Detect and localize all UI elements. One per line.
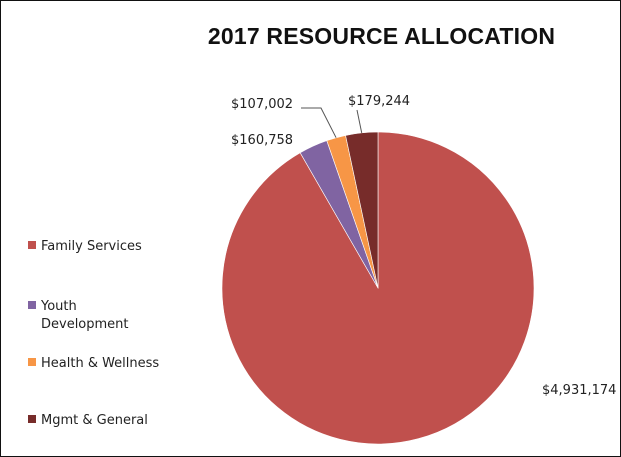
legend-item-youth-development: Youth Development <box>28 299 129 332</box>
data-label-mgmt-general: $179,244 <box>348 94 410 109</box>
data-label-youth-development: $160,758 <box>231 133 293 148</box>
legend-label: Development <box>41 317 129 332</box>
legend: Family Services Youth Development Health & … <box>28 239 159 428</box>
pie-slice-family-services <box>221 131 535 445</box>
data-label-health-wellness: $107,002 <box>231 97 293 112</box>
data-labels: $4,931,174 $160,758 $107,002 $179,244 <box>231 94 616 398</box>
leader-lines <box>301 107 363 138</box>
chart-title: 2017 RESOURCE ALLOCATION <box>207 23 556 49</box>
legend-item-mgmt-general: Mgmt & General <box>28 413 148 428</box>
legend-label: Mgmt & General <box>41 413 148 428</box>
data-label-family-services: $4,931,174 <box>542 383 616 398</box>
legend-swatch <box>28 358 36 366</box>
legend-item-health-wellness: Health & Wellness <box>28 356 159 371</box>
legend-label: Youth <box>40 299 77 314</box>
legend-item-family-services: Family Services <box>28 239 142 254</box>
legend-swatch <box>28 241 36 249</box>
leader-line-health-wellness <box>301 107 337 138</box>
pie-slices <box>221 131 535 445</box>
legend-label: Health & Wellness <box>41 356 159 371</box>
legend-swatch <box>28 415 36 423</box>
legend-swatch <box>28 301 36 309</box>
legend-label: Family Services <box>41 239 142 254</box>
leader-line-mgmt-general <box>356 109 363 134</box>
